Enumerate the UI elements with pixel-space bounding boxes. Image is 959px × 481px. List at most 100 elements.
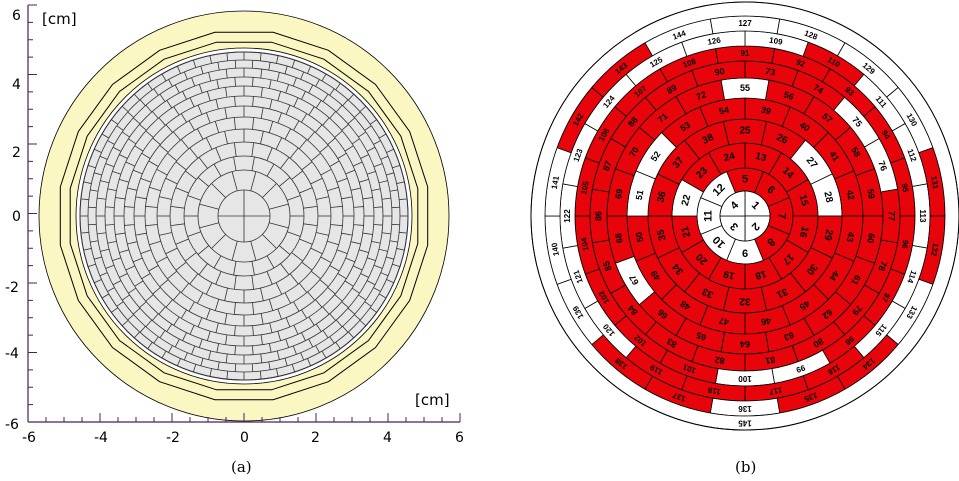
cell-divider (278, 245, 291, 255)
cell-label-51: 51 (634, 189, 646, 201)
cell-label-11: 11 (703, 210, 715, 222)
cell-divider (145, 130, 154, 138)
cell-divider (112, 146, 122, 152)
cell-divider (371, 240, 381, 244)
cell-divider (225, 353, 228, 363)
cell-divider (153, 88, 159, 96)
cell-label-22: 22 (680, 193, 694, 207)
cell-divider (196, 128, 204, 140)
cell-divider (211, 234, 226, 249)
cell-divider (307, 291, 316, 301)
cell-divider (165, 177, 178, 185)
cell-divider (176, 66, 181, 74)
y-tick-0: 0 (12, 209, 21, 225)
cell-divider (182, 332, 187, 341)
x-unit-label: [cm] (415, 391, 450, 409)
panel-b: 1234567891011121314151617181920212223242… (530, 1, 959, 476)
cell-label-29: 29 (821, 228, 834, 242)
cell-divider (176, 358, 181, 366)
cell-divider (275, 137, 283, 150)
cell-divider (292, 77, 297, 87)
cell-divider (316, 196, 329, 200)
cell-divider (320, 168, 332, 176)
cell-divider (308, 106, 315, 116)
cell-divider (278, 177, 291, 187)
cell-divider (112, 257, 122, 262)
cell-divider (167, 152, 178, 162)
cell-divider (128, 287, 137, 294)
cell-label-47: 47 (718, 315, 730, 327)
cell-divider (329, 88, 335, 96)
cell-divider (121, 294, 130, 301)
cell-divider (206, 112, 211, 124)
cell-label-52: 52 (649, 149, 663, 163)
cell-divider (378, 293, 387, 299)
cell-divider (224, 107, 228, 119)
cell-label-45: 45 (798, 298, 812, 312)
cell-divider (180, 139, 190, 150)
cell-divider (386, 148, 394, 153)
x-tick-neg6: -6 (22, 430, 36, 446)
cell-divider (105, 224, 115, 226)
cell-divider (132, 307, 141, 315)
cell-divider (121, 131, 130, 138)
cell-divider (152, 137, 161, 145)
x-tick-6: 6 (455, 430, 464, 446)
cell-label-108: 108 (682, 57, 698, 70)
cell-divider (216, 343, 220, 353)
cell-divider (205, 282, 213, 295)
cell-divider (373, 140, 381, 145)
cell-label-137: 137 (671, 390, 687, 403)
cell-divider (373, 206, 383, 208)
cell-divider (197, 245, 210, 255)
cell-divider (268, 343, 272, 353)
cell-label-68: 68 (613, 232, 625, 244)
cell-divider (111, 119, 119, 125)
cell-label-18: 18 (754, 268, 768, 282)
cell-grid (79, 51, 409, 381)
cell-label-75: 75 (850, 115, 864, 129)
cell-label-61: 61 (849, 273, 863, 287)
cell-divider (268, 62, 271, 71)
cell-divider (135, 232, 147, 236)
cell-divider (251, 275, 255, 290)
cell-divider (148, 265, 159, 272)
cell-divider (310, 247, 323, 255)
detector-outline (530, 1, 959, 431)
cell-divider (100, 180, 110, 184)
cell-label-71: 71 (656, 111, 670, 125)
cell-divider (127, 111, 134, 118)
cell-divider (173, 316, 180, 326)
cell-divider (105, 206, 115, 208)
cell-divider (277, 308, 282, 320)
cell-label-91: 91 (741, 49, 750, 58)
cell-divider (166, 323, 173, 332)
cell-divider (134, 280, 144, 287)
cell-divider (335, 83, 341, 91)
cell-label-81: 81 (765, 355, 777, 367)
cell-divider (260, 69, 263, 79)
cell-divider (301, 332, 306, 341)
cell-divider (285, 104, 291, 115)
cell-divider (315, 100, 322, 109)
cell-divider (161, 350, 167, 359)
cell-divider (185, 252, 197, 262)
y-tick-neg4: -4 (5, 346, 19, 362)
cell-divider (159, 196, 172, 200)
cell-divider (392, 263, 401, 268)
cell-divider (132, 257, 143, 263)
cell-divider (197, 177, 210, 187)
cell-divider (329, 111, 336, 119)
cell-divider (291, 59, 296, 68)
cell-label-86: 86 (594, 211, 604, 221)
cell-label-121: 121 (572, 268, 585, 284)
cell-divider (310, 270, 321, 280)
cell-divider (262, 234, 277, 249)
cell-divider (97, 197, 107, 200)
cell-divider (233, 302, 236, 315)
cell-divider (192, 364, 197, 373)
cell-divider (341, 232, 353, 236)
cell-divider (119, 178, 129, 183)
cell-divider (351, 138, 360, 145)
cell-divider (215, 147, 222, 161)
